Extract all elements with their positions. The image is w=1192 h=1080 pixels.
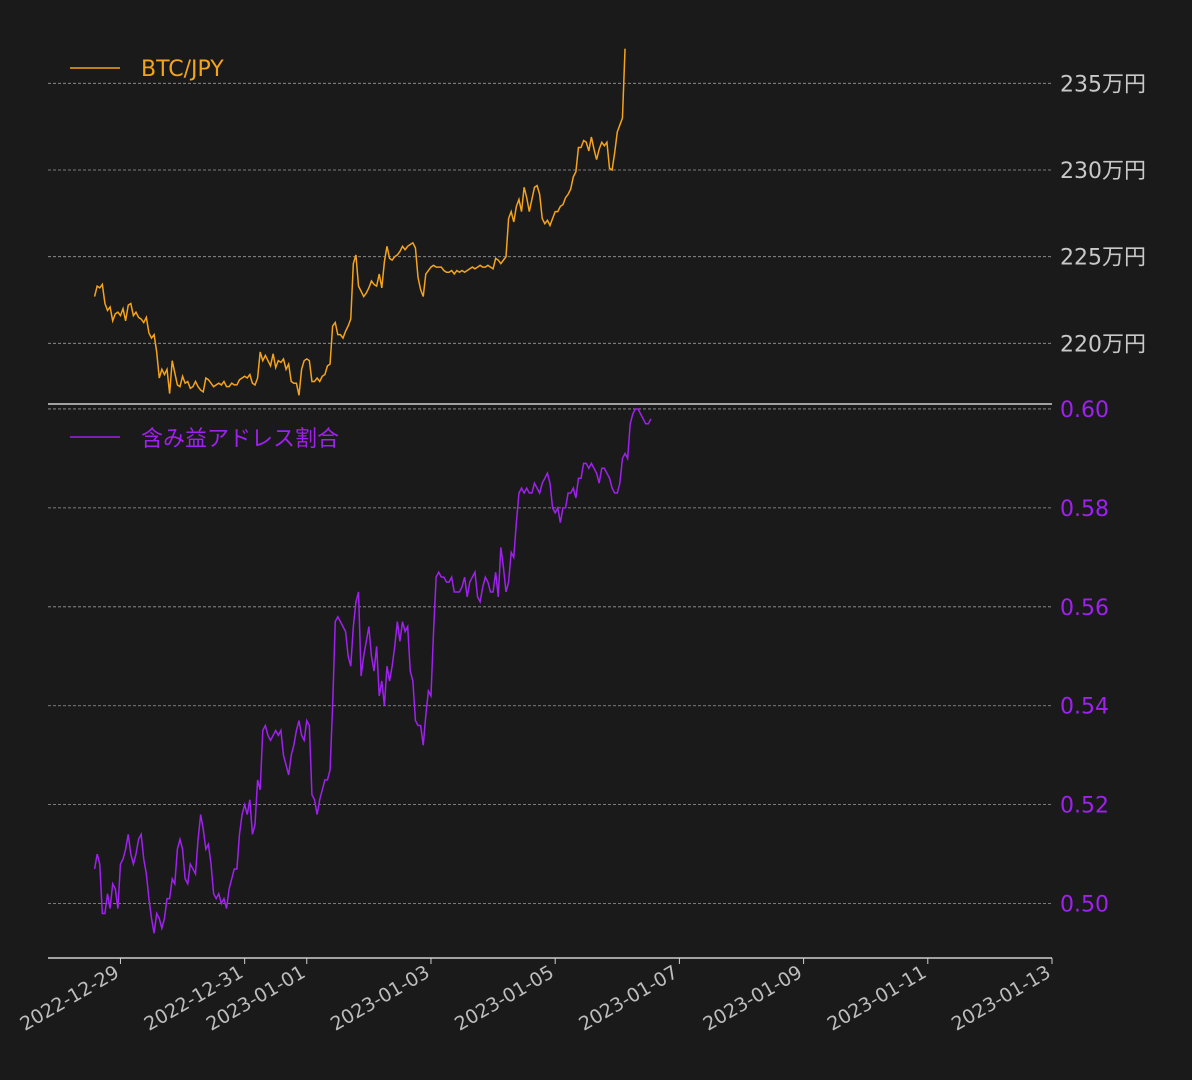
- ratio-y-tick-label: 0.60: [1060, 398, 1109, 423]
- ratio-legend: 含み益アドレス割合: [70, 427, 339, 452]
- ratio-gridlines: [48, 408, 1052, 904]
- price-y-axis-ticks: 220万円 225万円 230万円 235万円: [1060, 72, 1146, 357]
- price-legend-label: BTC/JPY: [141, 57, 224, 82]
- price-y-tick-label: 230万円: [1060, 159, 1146, 184]
- btc-jpy-line: [93, 48, 626, 396]
- ratio-y-tick-label: 0.52: [1060, 794, 1109, 819]
- ratio-y-axis-ticks: 0.50 0.52 0.54 0.56 0.58 0.60: [1060, 398, 1109, 918]
- ratio-y-tick-label: 0.54: [1060, 695, 1109, 720]
- price-y-tick-label: 225万円: [1060, 246, 1146, 271]
- price-gridlines: [48, 82, 1052, 344]
- price-y-tick-label: 220万円: [1060, 332, 1146, 357]
- ratio-y-tick-label: 0.56: [1060, 596, 1109, 621]
- ratio-y-tick-label: 0.50: [1060, 893, 1109, 918]
- ratio-y-tick-label: 0.58: [1060, 497, 1109, 522]
- ratio-legend-label: 含み益アドレス割合: [141, 427, 339, 452]
- profit-address-ratio-line: [93, 408, 652, 934]
- price-legend: BTC/JPY: [70, 57, 224, 82]
- price-panel: 220万円 225万円 230万円 235万円 BTC/JPY: [48, 48, 1146, 396]
- price-y-tick-label: 235万円: [1060, 72, 1146, 97]
- profit-ratio-panel: 0.50 0.52 0.54 0.56 0.58 0.60 含み益アドレス割合: [48, 398, 1109, 934]
